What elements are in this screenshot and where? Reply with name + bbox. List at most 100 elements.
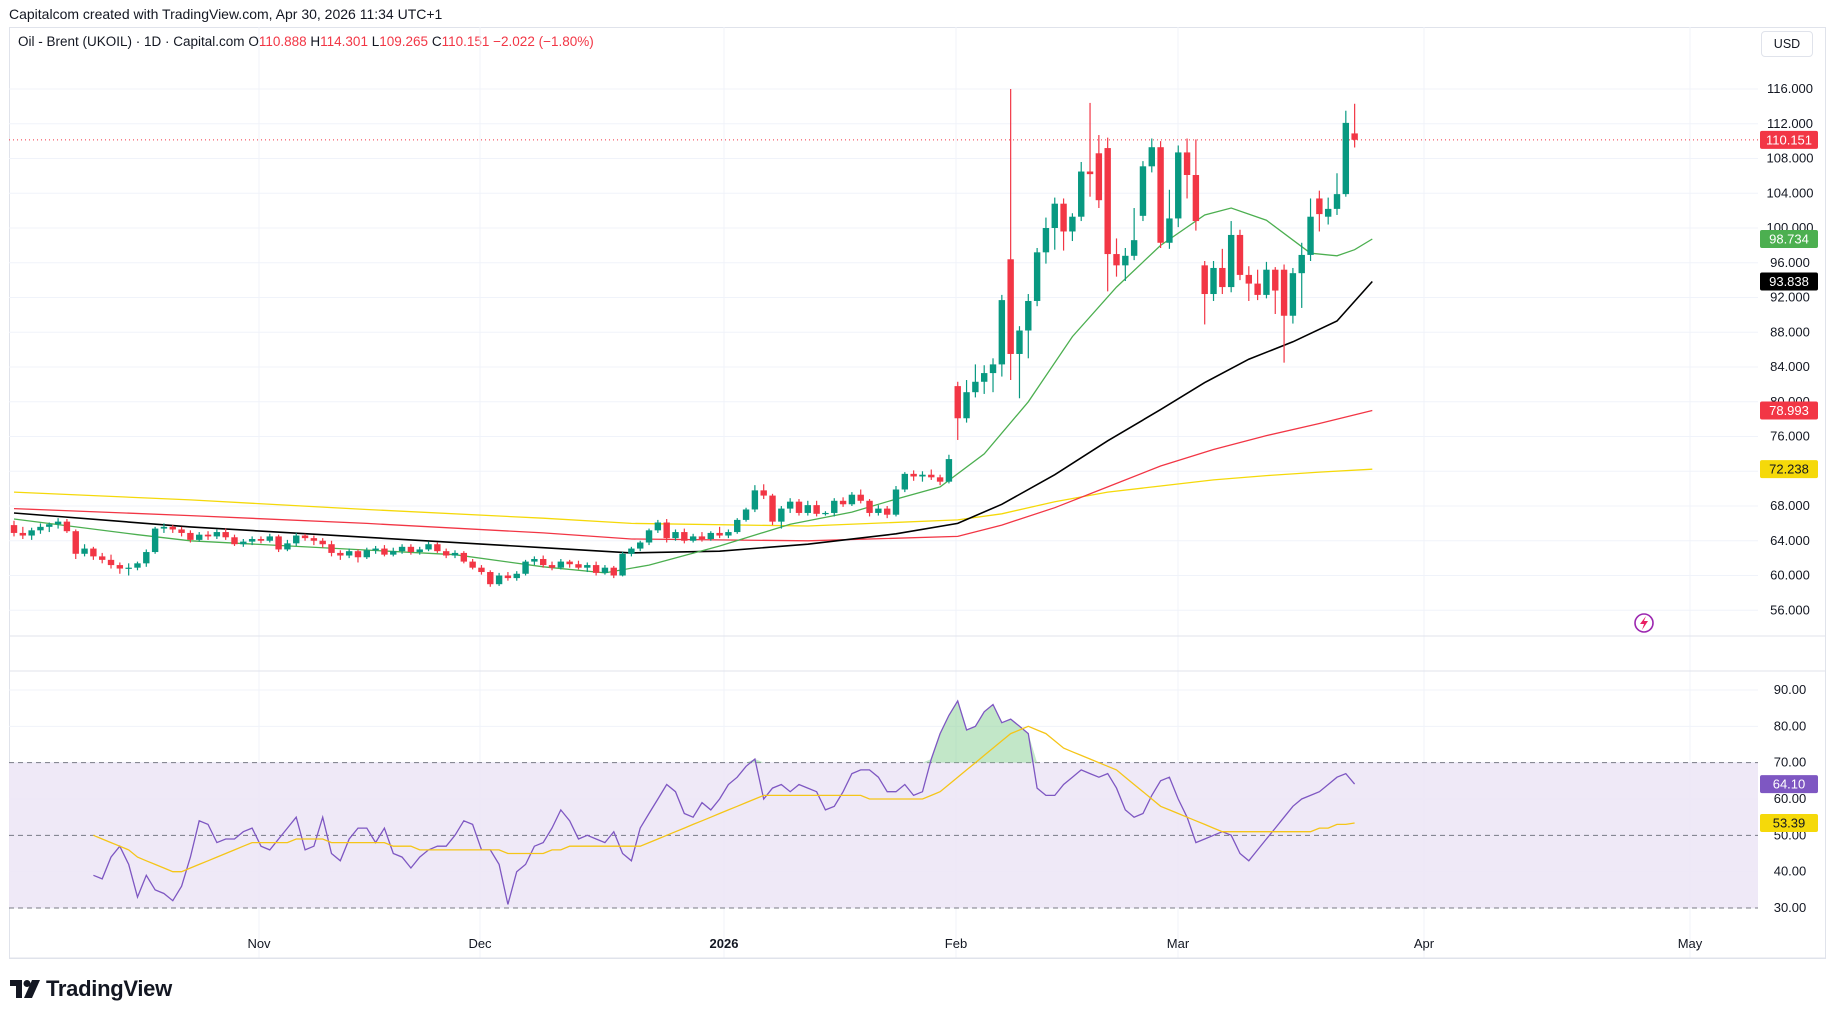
price-tick-label: 112.000 [1767,116,1813,131]
close-value: 110.151 [441,34,490,49]
time-tick-label: 2026 [710,936,739,951]
rsi-value-tag-bg [1760,814,1818,833]
rsi-value-tag-text: 64.10 [1773,777,1806,792]
change-value: −2.022 (−1.80%) [493,34,594,49]
event-icon-bolt [1640,616,1648,630]
candle-body [1201,265,1208,295]
candle-body [1086,171,1094,175]
price-tick-label: 84.000 [1770,359,1810,374]
time-tick-label: May [1678,936,1703,951]
candle-body [63,521,71,532]
price-tag: 78.993 [1760,401,1818,420]
candle-body [1025,300,1032,331]
time-tick-label: Apr [1414,936,1435,951]
candle-body [213,532,221,537]
candle-body [707,532,714,540]
open-value: 110.888 [258,34,307,49]
candle-body [813,505,820,514]
candle-body [46,524,53,527]
candle-body [178,529,185,533]
candle-body [786,501,794,509]
candle-body [892,489,900,515]
open-label: O [248,34,259,49]
price-axis: 56.00060.00064.00068.00072.00076.00080.0… [1767,81,1814,617]
candle-body [381,548,388,555]
candle-body [725,532,732,536]
price-tag: 72.238 [1760,460,1818,479]
symbol-title[interactable]: Oil - Brent (UKOIL) · 1D · Capital.com [18,34,245,49]
candle-body [954,386,961,419]
candle-body [363,550,370,558]
candle-body [1078,171,1085,217]
candle-body [451,552,459,556]
candle-body [1298,254,1305,274]
candle-body [557,561,565,568]
candle-body [54,521,62,525]
price-tags: 110.151 98.734 93.838 78.993 72.238 64.10 53.3… [1760,130,1818,833]
candle-body [1033,252,1041,301]
candle-body [425,544,432,550]
candle-body [989,364,997,374]
candle-body [645,530,653,543]
candle-body [866,500,873,513]
candle-body [734,519,741,533]
candle-body [10,525,18,533]
candle-body [566,561,573,565]
candle-body [1342,122,1350,195]
candle-body [151,528,159,553]
price-tick-label: 108.000 [1767,151,1814,166]
price-tick-label: 64.000 [1770,533,1810,548]
candle-body [1263,269,1270,295]
candle-body [469,561,476,568]
price-tick-label: 76.000 [1770,429,1810,444]
candle-body [1051,203,1058,228]
rsi-value-tag: 64.10 [1760,775,1818,794]
candle-body [981,373,988,382]
close-label: C [431,34,442,49]
candle-body [1245,274,1252,284]
candle-body [504,575,512,579]
candle-body [1316,198,1323,215]
rsi-tick-label: 30.00 [1774,900,1807,915]
candle-body [928,474,935,478]
candle-body [275,536,282,550]
candle-body [222,532,229,538]
time-tick-label: Feb [945,936,967,951]
price-tag-text: 98.734 [1769,231,1809,246]
tradingview-logo[interactable]: TradingView [10,976,172,1002]
candle-body [742,509,750,520]
price-tick-label: 88.000 [1770,324,1810,339]
candle-body [107,559,115,566]
candle-body [1183,152,1191,176]
symbol-legend[interactable]: Oil - Brent (UKOIL) · 1D · Capital.com O… [18,34,594,49]
candle-body [795,501,803,513]
candle-body [1007,259,1014,354]
candle-body [689,536,697,541]
price-tag-bg [1760,130,1818,149]
candle-body [1333,194,1341,209]
moving-averages [13,207,1373,574]
candle-body [460,552,468,562]
candle-body [1192,175,1200,222]
currency-button[interactable]: USD [1761,31,1813,57]
candle-body [751,490,759,510]
candle-body [434,544,441,552]
candle-body [1122,255,1129,266]
chart-credit: Capitalcom created with TradingView.com,… [9,6,443,22]
candle-body [487,572,494,585]
candle-body [1069,216,1076,232]
candle-body [804,505,811,513]
low-value: 109.265 [379,34,429,49]
price-tick-label: 60.000 [1770,568,1810,583]
candle-body [478,567,485,573]
candle-body [822,512,829,515]
ma-line-ma200 [13,468,1373,527]
candle-body [72,531,79,554]
candle-body [495,575,503,585]
candle-body [1095,153,1103,201]
price-tick-label: 116.000 [1767,81,1813,96]
candle-body [540,558,547,566]
candle-body [345,551,353,556]
candle-body [398,546,406,552]
